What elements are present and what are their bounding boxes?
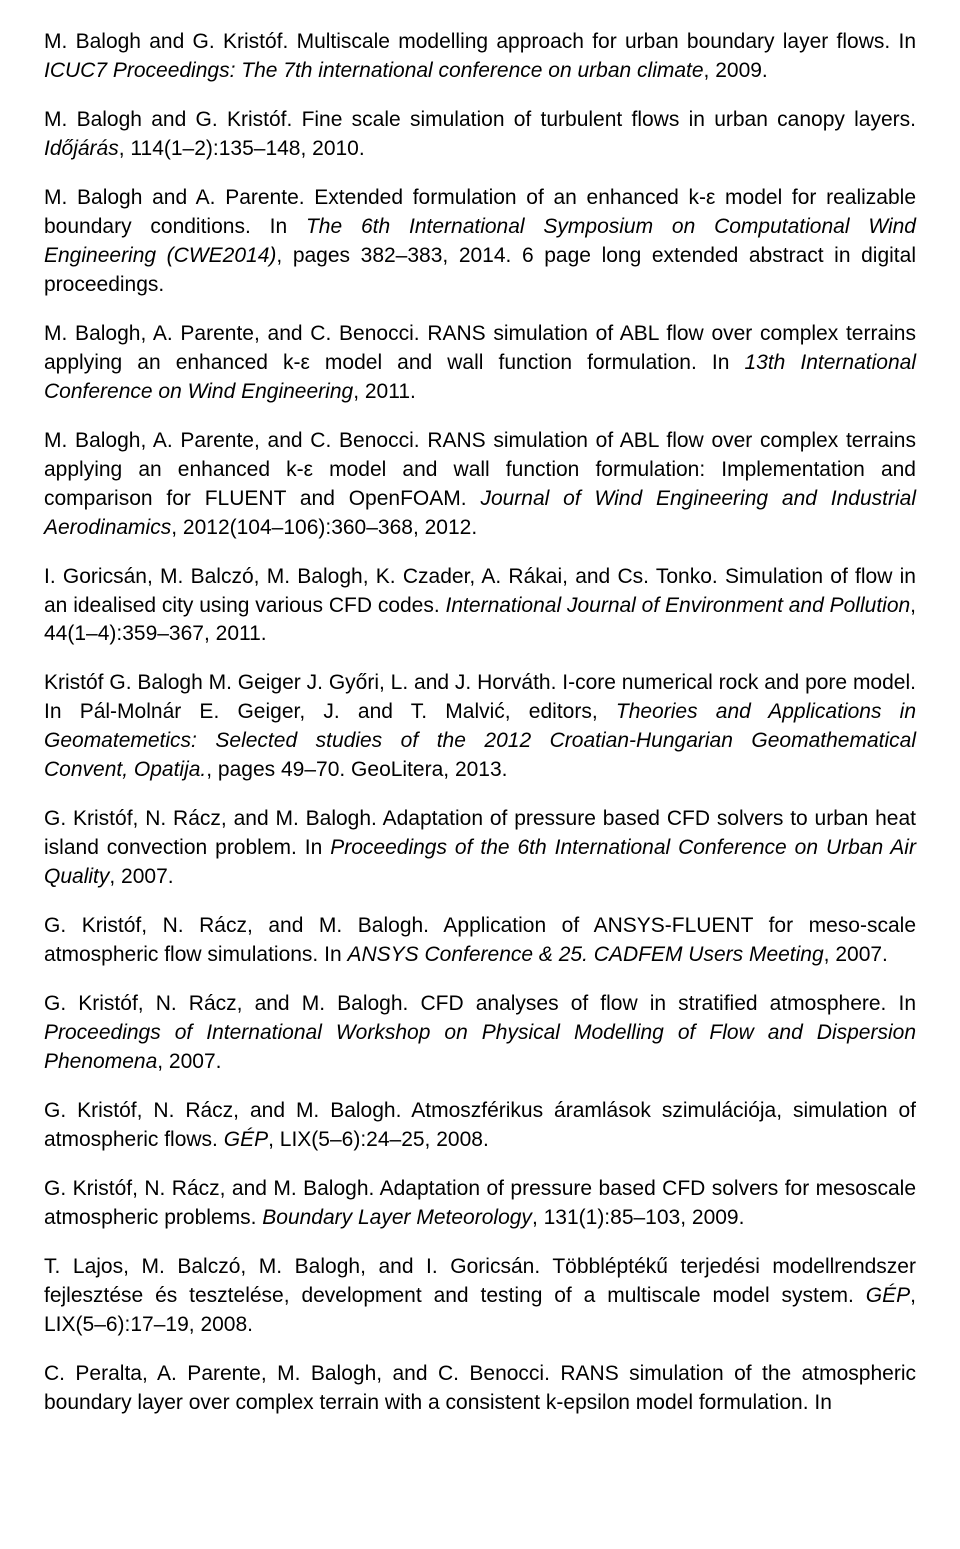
- reference-entry: M. Balogh, A. Parente, and C. Benocci. R…: [44, 427, 916, 543]
- ref-authors: G. Kristóf, N. Rácz, and M. Balogh.: [44, 807, 377, 830]
- reference-entry: G. Kristóf, N. Rácz, and M. Balogh. Adap…: [44, 1175, 916, 1233]
- ref-tail: , 2007.: [109, 865, 173, 888]
- ref-in-word: In: [324, 943, 347, 966]
- ref-venue: ICUC7 Proceedings: The 7th international…: [44, 59, 704, 82]
- ref-authors: C. Peralta, A. Parente, M. Balogh, and C…: [44, 1362, 550, 1385]
- reference-entry: G. Kristóf, N. Rácz, and M. Balogh. CFD …: [44, 990, 916, 1077]
- reference-entry: Kristóf G. Balogh M. Geiger J. Győri, L.…: [44, 669, 916, 785]
- ref-venue: GÉP: [224, 1128, 268, 1151]
- reference-entry: M. Balogh and G. Kristóf. Fine scale sim…: [44, 106, 916, 164]
- ref-authors: M. Balogh and G. Kristóf.: [44, 108, 292, 131]
- reference-entry: M. Balogh and A. Parente. Extended formu…: [44, 184, 916, 300]
- ref-authors: G. Kristóf, N. Rácz, and M. Balogh.: [44, 992, 408, 1015]
- ref-authors: G. Kristóf, N. Rácz, and M. Balogh.: [44, 1099, 401, 1122]
- ref-venue: ANSYS Conference & 25. CADFEM Users Meet…: [347, 943, 823, 966]
- reference-entry: G. Kristóf, N. Rácz, and M. Balogh. Adap…: [44, 805, 916, 892]
- ref-venue: Boundary Layer Meteorology: [262, 1206, 532, 1229]
- ref-tail: , 131(1):85–103, 2009.: [532, 1206, 745, 1229]
- ref-tail: , 2009.: [704, 59, 768, 82]
- reference-entry: I. Goricsán, M. Balczó, M. Balogh, K. Cz…: [44, 563, 916, 650]
- ref-tail: , LIX(5–6):24–25, 2008.: [268, 1128, 489, 1151]
- ref-title: Multiscale modelling approach for urban …: [297, 30, 891, 53]
- ref-tail: , 2007.: [824, 943, 888, 966]
- ref-in-word: In: [712, 351, 745, 374]
- ref-tail: , 2007.: [157, 1050, 221, 1073]
- ref-authors: T. Lajos, M. Balczó, M. Balogh, and I. G…: [44, 1255, 540, 1278]
- ref-title: I-core numerical rock and pore model.: [562, 671, 916, 694]
- ref-title: CFD analyses of flow in stratified atmos…: [420, 992, 886, 1015]
- ref-authors: M. Balogh, A. Parente, and C. Benocci.: [44, 429, 420, 452]
- ref-venue: International Journal of Environment and…: [446, 594, 911, 617]
- ref-venue: Időjárás: [44, 137, 119, 160]
- ref-in-word: In: [899, 30, 917, 53]
- ref-in-word: In Pál-Molnár E. Geiger, J. and T. Malvi…: [44, 700, 616, 723]
- ref-in-word: In: [270, 215, 306, 238]
- references-list: M. Balogh and G. Kristóf. Multiscale mod…: [44, 28, 916, 1418]
- ref-in-word: In: [814, 1391, 832, 1414]
- ref-tail: , 114(1–2):135–148, 2010.: [119, 137, 365, 160]
- ref-authors: G. Kristóf, N. Rácz, and M. Balogh.: [44, 1177, 374, 1200]
- ref-authors: I. Goricsán, M. Balczó, M. Balogh, K. Cz…: [44, 565, 718, 588]
- ref-tail: , pages 49–70. GeoLitera, 2013.: [206, 758, 507, 781]
- ref-in-word: In: [305, 836, 330, 859]
- reference-entry: G. Kristóf, N. Rácz, and M. Balogh. Atmo…: [44, 1097, 916, 1155]
- reference-entry: M. Balogh, A. Parente, and C. Benocci. R…: [44, 320, 916, 407]
- ref-authors: Kristóf G. Balogh M. Geiger J. Győri, L.…: [44, 671, 556, 694]
- reference-entry: C. Peralta, A. Parente, M. Balogh, and C…: [44, 1360, 916, 1418]
- ref-authors: M. Balogh, A. Parente, and C. Benocci.: [44, 322, 420, 345]
- reference-entry: G. Kristóf, N. Rácz, and M. Balogh. Appl…: [44, 912, 916, 970]
- ref-authors: M. Balogh and A. Parente.: [44, 186, 305, 209]
- reference-entry: T. Lajos, M. Balczó, M. Balogh, and I. G…: [44, 1253, 916, 1340]
- ref-in-word: In: [899, 992, 917, 1015]
- ref-venue: GÉP: [866, 1284, 910, 1307]
- ref-authors: M. Balogh and G. Kristóf.: [44, 30, 288, 53]
- ref-tail: , 2012(104–106):360–368, 2012.: [171, 516, 477, 539]
- ref-title: Fine scale simulation of turbulent flows…: [302, 108, 916, 131]
- reference-entry: M. Balogh and G. Kristóf. Multiscale mod…: [44, 28, 916, 86]
- ref-tail: , 2011.: [353, 380, 416, 403]
- ref-authors: G. Kristóf, N. Rácz, and M. Balogh.: [44, 914, 429, 937]
